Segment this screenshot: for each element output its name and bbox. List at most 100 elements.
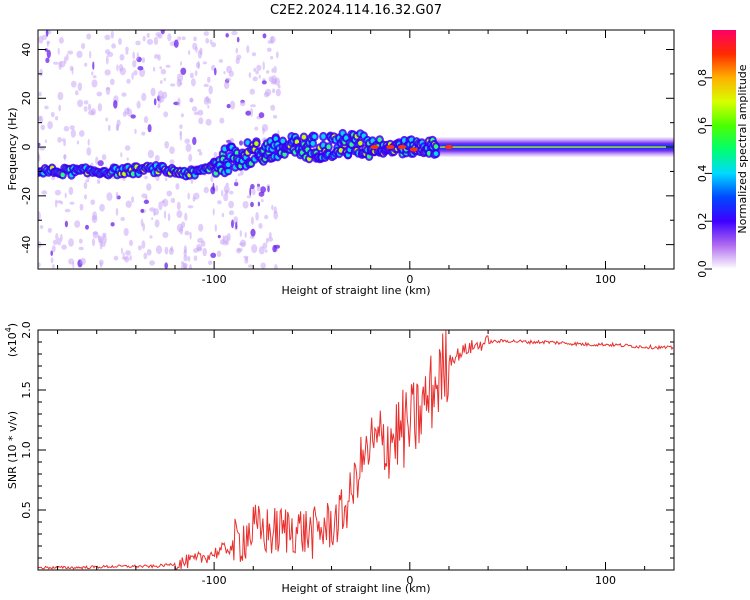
spectrogram-ridge-blob-core [310, 141, 315, 146]
spectrogram-noise-blob [228, 200, 235, 209]
spectrogram-noise-blob [164, 262, 168, 269]
spectrogram-noise-blob [69, 201, 75, 205]
spectrogram-noise-blob [233, 216, 239, 225]
spectrogram-ridge-blob-core [130, 171, 136, 177]
snr-xlabel: Height of straight line (km) [281, 582, 430, 595]
spectrogram-noise-blob [207, 104, 210, 109]
spectrogram-ridge-blob-core [377, 137, 382, 143]
spectrogram-xtick-label: -100 [202, 273, 227, 286]
spectrogram-noise-blob [151, 217, 154, 221]
spectrogram-noise-blob [267, 185, 270, 193]
spectrogram-noise-blob [265, 88, 272, 96]
spectrogram-noise-blob [127, 107, 130, 112]
spectrogram-noise-blob [139, 68, 146, 77]
snr-xtick-label: 100 [595, 574, 616, 587]
spectrogram-noise-blob [160, 30, 165, 35]
spectrogram-noise-blob [255, 70, 259, 75]
spectrogram-noise-blob [92, 211, 97, 220]
spectrogram-noise-blob [176, 201, 181, 211]
spectrogram-noise-blob [68, 186, 74, 196]
spectrogram-noise-blob [109, 78, 115, 86]
spectrogram-noise-blob [120, 152, 123, 158]
spectrogram-noise-blob [270, 55, 274, 60]
spectrogram-noise-blob [121, 92, 127, 97]
spectrogram-noise-blob [221, 189, 224, 197]
spectrogram-noise-blob [189, 231, 192, 240]
spectrogram-noise-blob [248, 72, 252, 78]
spectrogram-ticks: -100 0 100 -40 -20 0 20 40 [20, 30, 674, 286]
spectrogram-noise-blob [111, 43, 116, 49]
spectrogram-noise-blob [200, 240, 206, 247]
spectrogram-noise-blob [183, 266, 187, 269]
spectrogram-noise-blob [125, 51, 129, 55]
spectrogram-noise-blob [136, 52, 139, 61]
spectrogram-noise-blob [106, 192, 113, 201]
spectrogram-noise-blob [142, 35, 146, 42]
spectrogram-ridge-blob-core [433, 151, 439, 157]
spectrogram-ytick-label: 40 [20, 43, 33, 57]
spectrogram-noise-blob [52, 239, 58, 245]
spectrogram-noise-blob [98, 259, 104, 266]
spectrogram-noise-blob [45, 57, 50, 63]
spectrogram-noise-blob [119, 67, 127, 76]
spectrogram-noise-blob [39, 68, 43, 77]
snr-ticks: -100 0 100 0.5 1.0 1.5 2.0 [20, 321, 674, 587]
spectrogram-noise-blob [155, 245, 163, 255]
spectrogram-noise-blob [129, 255, 132, 261]
spectrogram-noise-blob [84, 194, 87, 200]
spectrogram-noise-blob [164, 141, 170, 149]
spectrogram-ytick-label: -40 [20, 236, 33, 254]
spectrogram-noise-blob [149, 235, 153, 239]
spectrogram-noise-blob [141, 240, 146, 249]
spectrogram-noise-blob [91, 238, 96, 247]
spectrogram-noise-blob [179, 124, 183, 129]
spectrogram-noise-blob [129, 239, 133, 247]
spectrogram-noise-blob [170, 197, 176, 204]
spectrogram-noise-blob [162, 231, 169, 238]
spectrogram-noise-blob [260, 199, 264, 203]
spectrogram-noise-blob [46, 40, 51, 45]
spectrogram-noise-blob [38, 211, 41, 221]
spectrogram-noise-blob [124, 255, 130, 263]
spectrogram-noise-blob [240, 101, 246, 107]
spectrogram-noise-blob [96, 91, 103, 97]
spectrogram-noise-blob [137, 245, 142, 251]
figure-title: C2E2.2024.114.16.32.G07 [270, 3, 442, 18]
spectrogram-noise-blob [225, 33, 229, 38]
spectrogram-noise-blob [273, 65, 277, 74]
colorbar-label: Normalized spectral amplitude [736, 64, 749, 233]
spectrogram-noise-blob [250, 183, 255, 190]
spectrogram-noise-blob [203, 83, 209, 88]
spectrogram-noise-blob [203, 31, 209, 36]
colorbar-tick-label: 0.6 [696, 117, 709, 135]
spectrogram-noise-blob [86, 33, 92, 40]
spectrogram-noise-blob [67, 50, 74, 55]
spectrogram-noise-blob [58, 104, 62, 112]
spectrogram-noise-blob [45, 30, 49, 37]
spectrogram-noise-blob [39, 225, 44, 229]
spectrogram-noise-blob [57, 47, 60, 55]
spectrogram-noise-blob [53, 61, 59, 65]
spectrogram-noise-blob [110, 30, 115, 39]
spectrogram-noise-blob [221, 212, 225, 218]
spectrogram-noise-blob [101, 241, 106, 247]
spectrogram-noise-blob [231, 30, 238, 36]
spectrogram-hot-spot [409, 147, 418, 152]
spectrogram-noise-blob [251, 52, 257, 57]
spectrogram-noise-blob [163, 111, 169, 118]
spectrogram-noise-blob [187, 256, 191, 262]
spectrogram-noise-blob [140, 218, 144, 227]
spectrogram-ridge-blob-core [358, 140, 363, 146]
spectrogram-noise-blob [180, 61, 182, 66]
spectrogram-noise-blob [240, 239, 247, 248]
spectrogram-noise-blob [254, 126, 259, 131]
spectrogram-noise-blob [141, 92, 147, 102]
spectrogram-noise-blob [268, 232, 272, 239]
spectrogram-noise-blob [38, 154, 41, 163]
spectrogram-noise-blob [239, 230, 242, 237]
spectrogram-noise-blob [90, 199, 95, 205]
colorbar-ticks: 0.0 0.2 0.4 0.6 0.8 [696, 69, 712, 278]
spectrogram-noise-blob [99, 203, 105, 212]
spectrogram-noise-blob [146, 249, 152, 256]
